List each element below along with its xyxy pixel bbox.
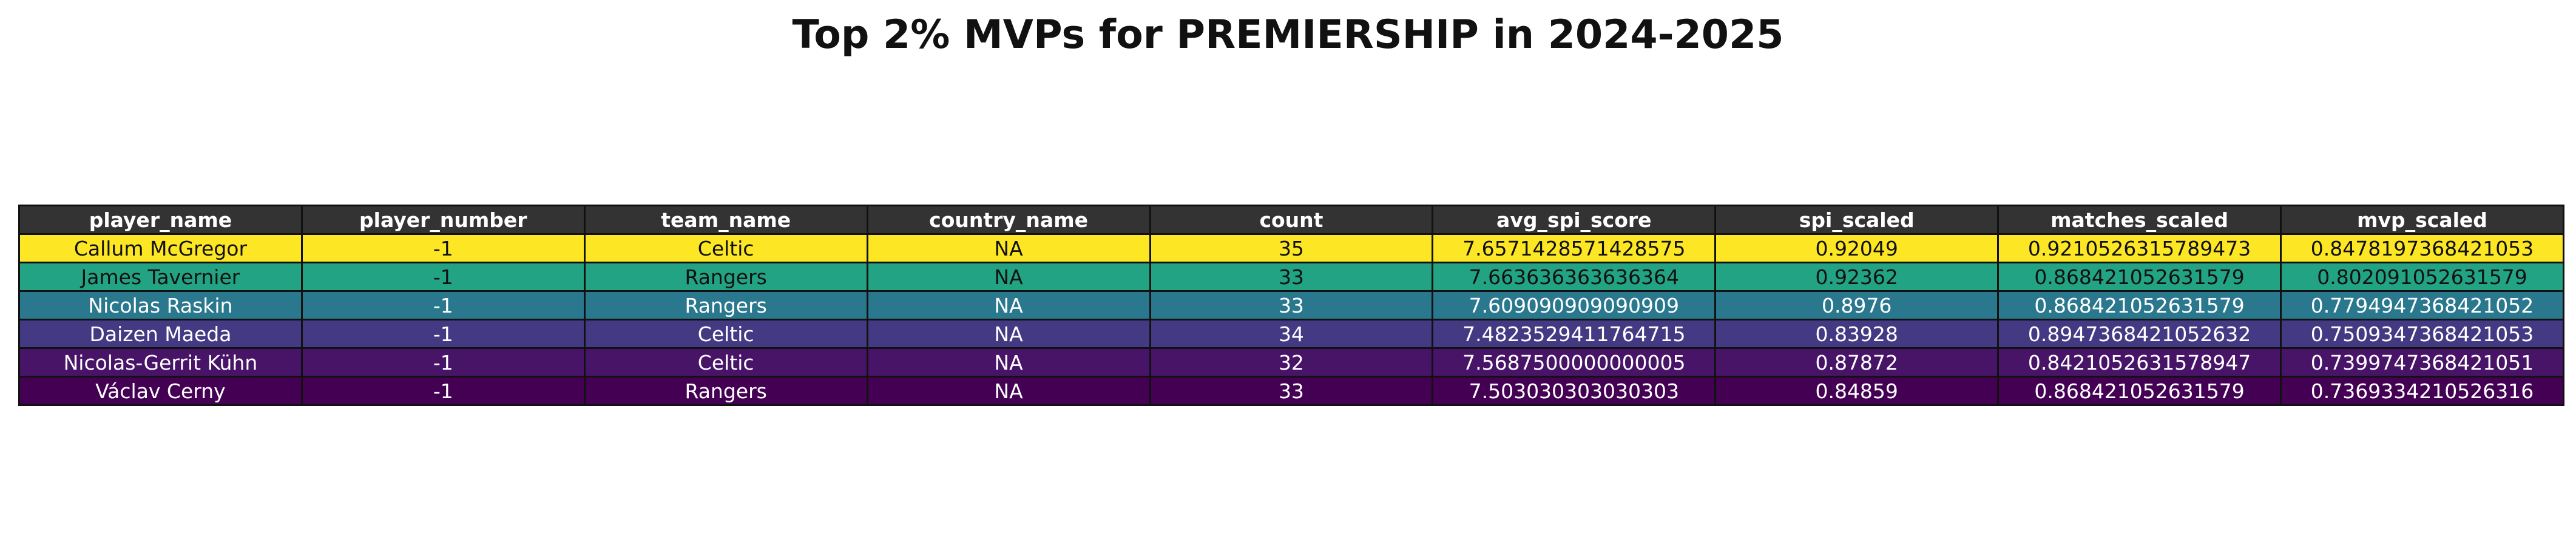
cell-avg-spi-score: 7.4823529411764715 — [1432, 319, 1717, 349]
cell-matches-scaled: 0.8947368421052632 — [1997, 319, 2282, 349]
cell-team-name: Rangers — [583, 376, 868, 406]
cell-player-name: Václav Cerny — [18, 376, 303, 406]
table-row: Václav Cerny -1 Rangers NA 33 7.5030303030303… — [18, 376, 2564, 406]
cell-count: 32 — [1149, 347, 1434, 378]
cell-country-name: NA — [866, 319, 1151, 349]
table-row: Daizen Maeda -1 Celtic NA 34 7.48235294117647… — [18, 319, 2564, 349]
cell-count: 35 — [1149, 233, 1434, 263]
cell-country-name: NA — [866, 347, 1151, 378]
cell-avg-spi-score: 7.609090909090909 — [1432, 290, 1717, 320]
cell-avg-spi-score: 7.6571428571428575 — [1432, 233, 1717, 263]
cell-country-name: NA — [866, 290, 1151, 320]
column-header-country-name: country_name — [866, 205, 1151, 235]
cell-mvp-scaled: 0.8478197368421053 — [2280, 233, 2564, 263]
cell-country-name: NA — [866, 262, 1151, 292]
cell-mvp-scaled: 0.7509347368421053 — [2280, 319, 2564, 349]
chart-title: Top 2% MVPs for PREMIERSHIP in 2024-2025 — [792, 12, 1784, 58]
cell-team-name: Celtic — [583, 347, 868, 378]
cell-player-number: -1 — [300, 233, 586, 263]
column-header-player-name: player_name — [18, 205, 303, 235]
cell-avg-spi-score: 7.503030303030303 — [1432, 376, 1717, 406]
cell-mvp-scaled: 0.802091052631579 — [2280, 262, 2564, 292]
cell-count: 33 — [1149, 262, 1434, 292]
cell-player-name: Nicolas-Gerrit Kühn — [18, 347, 303, 378]
table-row: Nicolas-Gerrit Kühn -1 Celtic NA 32 7.5687500… — [18, 347, 2564, 378]
cell-mvp-scaled: 0.7794947368421052 — [2280, 290, 2564, 320]
cell-player-name: Daizen Maeda — [18, 319, 303, 349]
column-header-player-number: player_number — [300, 205, 586, 235]
column-header-team-name: team_name — [583, 205, 868, 235]
cell-player-number: -1 — [300, 262, 586, 292]
cell-country-name: NA — [866, 233, 1151, 263]
column-header-count: count — [1149, 205, 1434, 235]
cell-spi-scaled: 0.83928 — [1714, 319, 2000, 349]
cell-count: 34 — [1149, 319, 1434, 349]
cell-matches-scaled: 0.8421052631578947 — [1997, 347, 2282, 378]
column-header-avg-spi-score: avg_spi_score — [1432, 205, 1717, 235]
cell-spi-scaled: 0.92362 — [1714, 262, 2000, 292]
column-header-spi-scaled: spi_scaled — [1714, 205, 2000, 235]
cell-matches-scaled: 0.868421052631579 — [1997, 376, 2282, 406]
cell-player-name: James Tavernier — [18, 262, 303, 292]
cell-player-number: -1 — [300, 319, 586, 349]
cell-count: 33 — [1149, 376, 1434, 406]
cell-spi-scaled: 0.8976 — [1714, 290, 2000, 320]
table-row: James Tavernier -1 Rangers NA 33 7.6636363636… — [18, 262, 2564, 292]
cell-matches-scaled: 0.868421052631579 — [1997, 262, 2282, 292]
cell-team-name: Celtic — [583, 319, 868, 349]
cell-player-name: Callum McGregor — [18, 233, 303, 263]
cell-spi-scaled: 0.87872 — [1714, 347, 2000, 378]
cell-team-name: Rangers — [583, 262, 868, 292]
cell-mvp-scaled: 0.7369334210526316 — [2280, 376, 2564, 406]
column-header-matches-scaled: matches_scaled — [1997, 205, 2282, 235]
cell-player-number: -1 — [300, 376, 586, 406]
cell-matches-scaled: 0.868421052631579 — [1997, 290, 2282, 320]
cell-count: 33 — [1149, 290, 1434, 320]
cell-player-number: -1 — [300, 347, 586, 378]
cell-player-name: Nicolas Raskin — [18, 290, 303, 320]
table-row: Callum McGregor -1 Celtic NA 35 7.65714285714… — [18, 233, 2564, 263]
cell-player-number: -1 — [300, 290, 586, 320]
header-row: player_name player_number team_name country… — [18, 205, 2564, 235]
cell-matches-scaled: 0.9210526315789473 — [1997, 233, 2282, 263]
cell-avg-spi-score: 7.663636363636364 — [1432, 262, 1717, 292]
cell-mvp-scaled: 0.7399747368421051 — [2280, 347, 2564, 378]
table-row: Nicolas Raskin -1 Rangers NA 33 7.60909090909… — [18, 290, 2564, 320]
column-header-mvp-scaled: mvp_scaled — [2280, 205, 2564, 235]
cell-team-name: Celtic — [583, 233, 868, 263]
cell-avg-spi-score: 7.5687500000000005 — [1432, 347, 1717, 378]
cell-spi-scaled: 0.84859 — [1714, 376, 2000, 406]
table-body: Callum McGregor -1 Celtic NA 35 7.65714285714… — [18, 233, 2564, 406]
cell-spi-scaled: 0.92049 — [1714, 233, 2000, 263]
cell-country-name: NA — [866, 376, 1151, 406]
mvp-table: player_name player_number team_name country… — [18, 205, 2564, 406]
cell-team-name: Rangers — [583, 290, 868, 320]
